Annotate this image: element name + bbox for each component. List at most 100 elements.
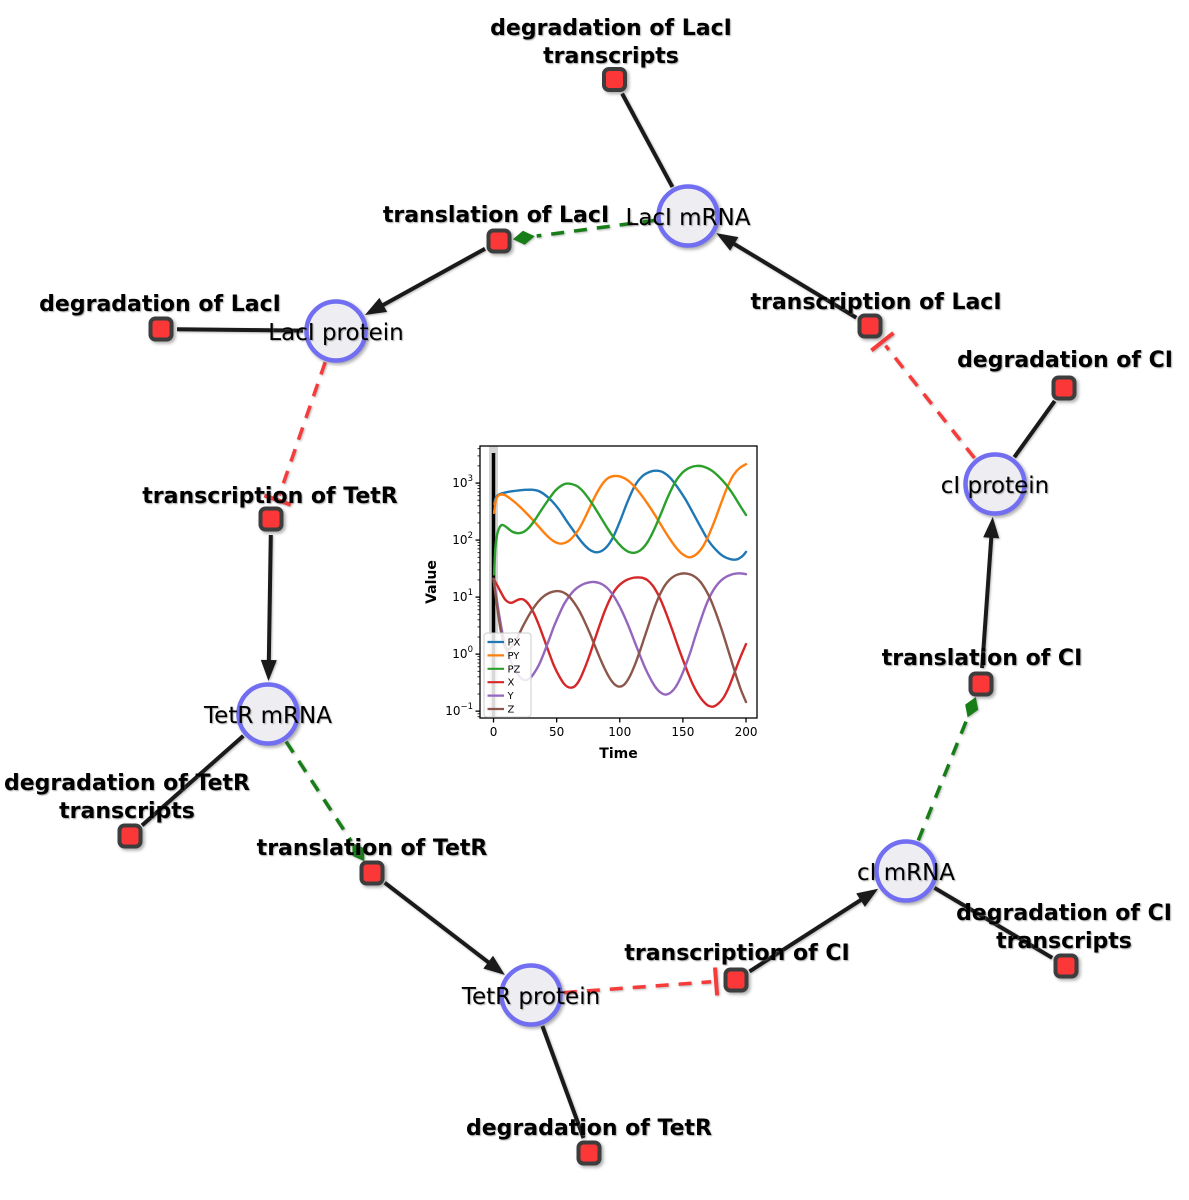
y-tick-exponent: 3: [468, 474, 473, 484]
species-label-tetr_mrna: TetR mRNA: [203, 703, 332, 729]
x-tick-label: 200: [735, 725, 758, 739]
reaction-node-deg_laci_tr[interactable]: [602, 67, 627, 92]
y-tick-base: 10: [452, 533, 467, 547]
y-tick-base: 10: [452, 647, 467, 661]
reaction-label-transcription_tetr: transcription of TetR: [142, 484, 398, 509]
legend-label-Y: Y: [507, 691, 515, 702]
species-node-laci_mrna[interactable]: [656, 184, 720, 248]
reaction-label-line: translation of LacI: [383, 203, 609, 228]
y-tick-label: 10−1: [445, 702, 473, 718]
reaction-label-line: transcripts: [543, 44, 679, 69]
reaction-label-transcription_laci: transcription of LacI: [750, 290, 1001, 315]
species-node-ci_protein[interactable]: [963, 452, 1027, 516]
reaction-node-translation_ci[interactable]: [968, 671, 994, 697]
edge-ci_mrna-translation_ci-diamond: [965, 697, 979, 718]
edge-tetr_protein-transcription_ci: [563, 980, 712, 995]
edge-ci_protein-transcription_laci-tbar: [870, 331, 895, 352]
x-tick-label: 150: [671, 725, 694, 739]
reaction-node-transcription_laci[interactable]: [857, 313, 883, 339]
edge-tetr_mrna-deg_tetr_tr: [140, 734, 245, 827]
edges-layer: [140, 92, 1057, 1139]
y-tick-exponent: 1: [468, 588, 473, 598]
edge-tetr_protein-deg_tetr: [540, 1025, 586, 1139]
edge-transcription_tetr-tetr_mrna-arrowhead: [260, 659, 277, 681]
edge-translation_laci-laci_protein-arrowhead: [364, 297, 388, 315]
reaction-label-translation_laci: translation of LacI: [383, 203, 609, 228]
y-tick-base: 10: [445, 704, 460, 718]
edge-ci_protein-deg_ci: [1012, 399, 1057, 459]
reaction-label-translation_ci: translation of CI: [882, 646, 1083, 671]
chart-series-X: [492, 576, 748, 708]
edge-tetr_protein-transcription_ci-tbar: [713, 967, 720, 996]
reaction-node-translation_tetr[interactable]: [359, 860, 385, 886]
y-axis-label: Value: [424, 560, 440, 604]
edge-ci_mrna-translation_ci: [916, 718, 969, 842]
reaction-label-line: degradation of LacI: [39, 292, 281, 317]
edge-laci_mrna-deg_laci_tr: [620, 92, 675, 188]
reaction-label-deg_ci_tr: degradation of CI transcripts: [956, 901, 1172, 954]
edge-tetr_mrna-translation_tetr-diamond: [352, 842, 365, 862]
chart-frame: [479, 445, 758, 719]
edge-laci_mrna-translation_laci-diamond: [512, 230, 535, 245]
reaction-node-deg_tetr_tr[interactable]: [117, 823, 143, 849]
reaction-label-line: degradation of TetR: [466, 1116, 712, 1141]
reaction-label-line: degradation of CI: [956, 901, 1172, 926]
y-tick-label: 103: [452, 474, 473, 490]
reaction-node-deg_ci_tr[interactable]: [1053, 953, 1079, 979]
species-label-laci_mrna: LacI mRNA: [626, 205, 751, 231]
species-label-ci_mrna: cI mRNA: [857, 860, 955, 886]
species-label-laci_protein: LacI protein: [268, 320, 403, 346]
species-label-tetr_protein: TetR protein: [461, 984, 600, 1010]
edge-tetr_mrna-translation_tetr: [284, 740, 353, 843]
x-axis-label: Time: [599, 746, 637, 762]
reaction-label-deg_tetr: degradation of TetR: [466, 1116, 712, 1141]
species-node-tetr_mrna[interactable]: [236, 682, 300, 746]
reaction-label-line: degradation of CI: [957, 348, 1173, 373]
legend-label-Z: Z: [508, 705, 515, 716]
edge-translation_ci-ci_protein-arrowhead: [983, 516, 1000, 539]
edge-translation_ci-ci_protein: [980, 535, 994, 669]
species-node-ci_mrna[interactable]: [874, 839, 938, 903]
species-node-laci_protein[interactable]: [304, 299, 368, 363]
edge-laci_protein-transcription_tetr-tbar: [263, 493, 292, 507]
y-tick-exponent: 2: [468, 531, 473, 541]
reaction-label-line: translation of CI: [882, 646, 1083, 671]
reaction-label-transcription_ci: transcription of CI: [624, 941, 849, 966]
reaction-label-line: degradation of LacI: [490, 16, 732, 41]
reaction-label-line: degradation of TetR: [4, 771, 250, 796]
species-node-tetr_protein[interactable]: [499, 963, 563, 1027]
reaction-node-translation_laci[interactable]: [486, 228, 512, 254]
reaction-label-deg_laci_tr: degradation of LacI transcripts: [490, 16, 732, 69]
legend-label-X: X: [508, 678, 515, 689]
y-tick-exponent: −1: [460, 702, 473, 712]
reaction-node-transcription_tetr[interactable]: [258, 506, 284, 532]
edge-transcription_laci-laci_mrna-arrowhead: [716, 233, 739, 251]
reaction-node-transcription_ci[interactable]: [723, 967, 749, 993]
legend-label-PZ: PZ: [508, 664, 521, 675]
reaction-node-deg_laci[interactable]: [148, 316, 174, 342]
reaction-label-line: translation of TetR: [257, 836, 488, 861]
reaction-node-deg_tetr[interactable]: [576, 1140, 602, 1166]
edge-ci_protein-transcription_laci: [884, 344, 976, 460]
edge-laci_protein-deg_laci: [176, 327, 304, 333]
y-tick-label: 101: [452, 588, 473, 604]
chart-series-PY: [492, 463, 748, 559]
species-label-ci_protein: cI protein: [941, 473, 1050, 499]
reaction-label-line: transcription of CI: [624, 941, 849, 966]
x-tick-label: 50: [549, 725, 564, 739]
reaction-label-line: transcription of TetR: [142, 484, 398, 509]
chart-background: [415, 428, 777, 770]
nodes-layer: [117, 67, 1079, 1166]
edge-transcription_ci-ci_mrna-arrowhead: [856, 888, 879, 907]
reaction-node-deg_ci[interactable]: [1051, 375, 1077, 401]
legend-label-PX: PX: [508, 638, 521, 649]
edge-transcription_tetr-tetr_mrna: [266, 534, 273, 663]
reaction-label-translation_tetr: translation of TetR: [257, 836, 488, 861]
y-tick-base: 10: [452, 590, 467, 604]
y-tick-exponent: 0: [468, 645, 473, 655]
legend-label-PY: PY: [508, 651, 521, 662]
edge-laci_mrna-translation_laci: [536, 218, 656, 238]
edge-laci_protein-transcription_tetr: [277, 361, 327, 496]
